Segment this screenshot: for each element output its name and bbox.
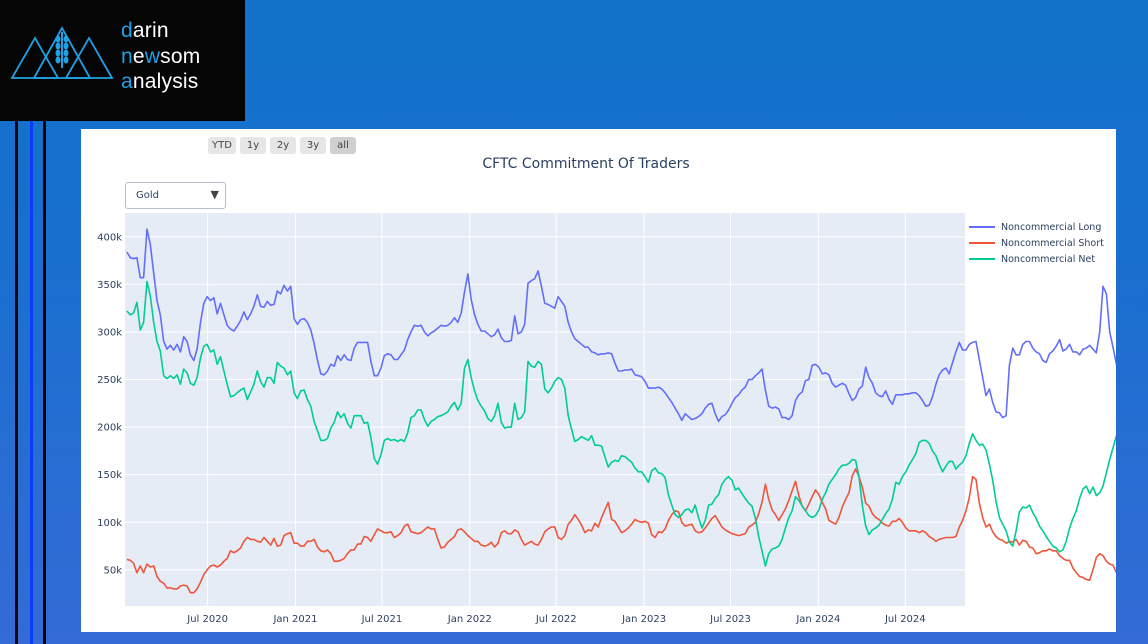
dropdown-selected-value: Gold: [136, 190, 159, 201]
decorative-stripe: [30, 121, 33, 644]
range-button-all[interactable]: all: [330, 137, 356, 154]
y-tick-label: 200k: [97, 423, 122, 434]
logo-word: som: [160, 44, 201, 68]
legend-label: Noncommercial Short: [1001, 237, 1104, 249]
logo-letter: d: [121, 19, 133, 42]
legend-item-short[interactable]: Noncommercial Short: [969, 235, 1104, 251]
range-button-3y[interactable]: 3y: [300, 137, 326, 154]
logo-letter: n: [121, 44, 133, 68]
y-tick-label: 50k: [103, 565, 122, 576]
chart-title: CFTC Commitment Of Traders: [482, 156, 690, 172]
logo-word: nalysis: [132, 70, 199, 93]
series-line-noncommercial-long: [126, 228, 1116, 423]
legend-item-net[interactable]: Noncommercial Net: [969, 251, 1104, 267]
y-tick-label: 300k: [97, 327, 122, 338]
range-button-1y[interactable]: 1y: [240, 137, 266, 154]
x-tick-label: Jan 2024: [795, 614, 840, 625]
decorative-stripe: [15, 121, 18, 644]
x-tick-label: Jul 2020: [186, 614, 228, 625]
y-tick-label: 400k: [97, 232, 122, 243]
commodity-dropdown[interactable]: Gold ▼: [125, 182, 226, 209]
legend-swatch-net: [969, 258, 995, 260]
y-tick-label: 250k: [97, 375, 122, 386]
legend-swatch-long: [969, 226, 995, 228]
legend-label: Noncommercial Net: [1001, 253, 1096, 265]
chart-card: 50k 100k 150k 200k 250k 300k 350k 400k Jul 2020 J…: [81, 129, 1116, 632]
logo-letter: a: [121, 70, 133, 93]
logo-word: arin: [132, 19, 169, 42]
legend-label: Noncommercial Long: [1001, 221, 1102, 233]
x-tick-label: Jul 2023: [709, 614, 751, 625]
x-tick-label: Jan 2023: [621, 614, 666, 625]
range-button-2y[interactable]: 2y: [270, 137, 296, 154]
chart-legend: Noncommercial Long Noncommercial Short N…: [969, 219, 1104, 267]
logo-letter: w: [144, 44, 161, 68]
legend-item-long[interactable]: Noncommercial Long: [969, 219, 1104, 235]
y-tick-label: 100k: [97, 518, 122, 529]
plot-area: [125, 213, 965, 606]
legend-swatch-short: [969, 242, 995, 244]
series-line-noncommercial-short: [126, 468, 1116, 594]
decorative-stripe: [43, 121, 46, 644]
x-tick-label: Jan 2022: [447, 614, 492, 625]
x-tick-label: Jul 2021: [361, 614, 403, 625]
y-tick-label: 150k: [97, 470, 122, 481]
logo-word: e: [132, 44, 145, 68]
x-tick-label: Jan 2021: [272, 614, 317, 625]
series-line-noncommercial-net: [126, 280, 1116, 567]
range-button-ytd[interactable]: YTD: [208, 137, 236, 154]
y-tick-label: 350k: [97, 280, 122, 291]
brand-name: darin newsom analysis: [121, 18, 200, 95]
dropdown-arrow-icon: ▼: [210, 188, 219, 201]
brand-logo: darin newsom analysis: [0, 0, 245, 121]
cot-line-chart: 50k 100k 150k 200k 250k 300k 350k 400k Jul 2020 J…: [97, 213, 1116, 625]
mountain-wheat-logo-icon: [10, 26, 114, 79]
x-tick-label: Jul 2022: [535, 614, 577, 625]
x-tick-label: Jul 2024: [884, 614, 926, 625]
